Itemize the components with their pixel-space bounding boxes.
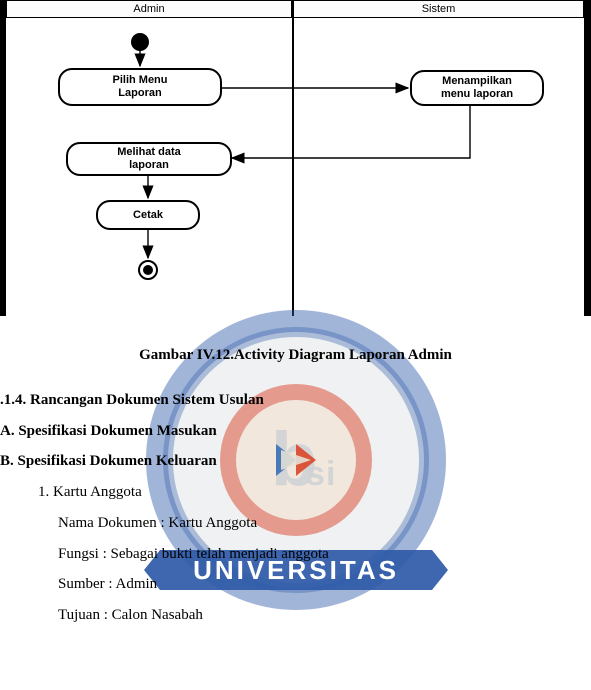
initial-node (131, 33, 149, 51)
field-nama-dokumen: Nama Dokumen : Kartu Anggota (0, 508, 591, 539)
activity-diagram: Admin Sistem Pilih MenuLaporan Menampilk… (0, 0, 591, 316)
activity-label: Cetak (133, 209, 163, 222)
activity-label: Pilih MenuLaporan (113, 74, 168, 99)
figure-caption: Gambar IV.12.Activity Diagram Laporan Ad… (0, 340, 591, 371)
heading-b: B. Spesifikasi Dokumen Keluaran (0, 446, 591, 477)
activity-menampilkan-menu-laporan: Menampilkanmenu laporan (410, 70, 544, 106)
field-fungsi: Fungsi : Sebagai bukti telah menjadi ang… (0, 539, 591, 570)
final-node-dot (143, 265, 153, 275)
field-sumber: Sumber : Admin (0, 569, 591, 600)
final-node (138, 260, 158, 280)
activity-label: Melihat datalaporan (117, 146, 181, 171)
list-item-kartu-anggota: 1. Kartu Anggota (0, 477, 591, 508)
activity-label: Menampilkanmenu laporan (441, 75, 513, 100)
activity-cetak: Cetak (96, 200, 200, 230)
document-body: b s i UNIVERSITAS Gambar IV.12.Activity … (0, 316, 591, 631)
field-tujuan: Tujuan : Calon Nasabah (0, 600, 591, 631)
heading-a: A. Spesifikasi Dokumen Masukan (0, 416, 591, 447)
activity-melihat-data-laporan: Melihat datalaporan (66, 142, 232, 176)
activity-pilih-menu-laporan: Pilih MenuLaporan (58, 68, 222, 106)
heading-3-1-4: .1.4. Rancangan Dokumen Sistem Usulan (0, 385, 591, 416)
